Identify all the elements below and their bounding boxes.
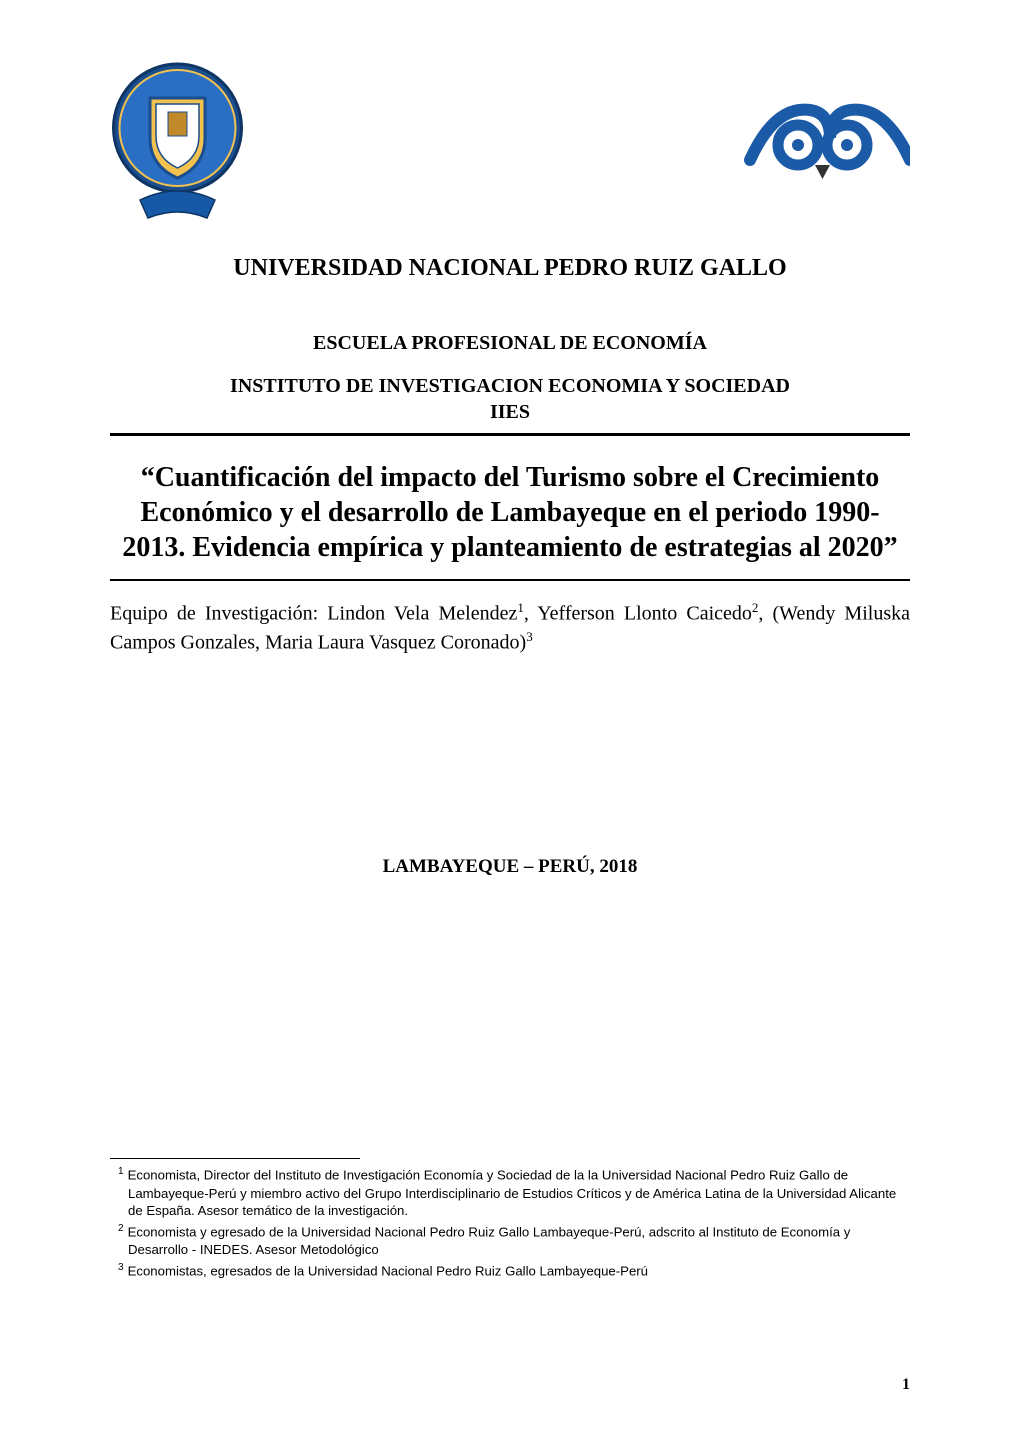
author-2: Yefferson Llonto Caicedo	[537, 603, 752, 625]
page-number: 1	[902, 1376, 910, 1394]
paper-title: “Cuantificación del impacto del Turismo …	[110, 436, 910, 579]
university-name: UNIVERSIDAD NACIONAL PEDRO RUIZ GALLO	[110, 255, 910, 282]
footnote-2: 2 Economista y egresado de la Universidad…	[110, 1222, 910, 1259]
owl-logo	[735, 85, 910, 195]
location-date: LAMBAYEQUE – PERÚ, 2018	[110, 856, 910, 878]
institute-line-2: IIES	[490, 401, 530, 423]
owl-icon	[735, 85, 910, 195]
research-team: Equipo de Investigación: Lindon Vela Mel…	[110, 599, 910, 656]
footnote-1-text: Economista, Director del Instituto de In…	[128, 1168, 897, 1219]
divider-bottom	[110, 579, 910, 581]
institute-name: INSTITUTO DE INVESTIGACION ECONOMIA Y SO…	[110, 373, 910, 425]
footnotes: 1 Economista, Director del Instituto de I…	[110, 1165, 910, 1280]
sep-1: ,	[524, 603, 537, 625]
institute-line-1: INSTITUTO DE INVESTIGACION ECONOMIA Y SO…	[230, 375, 790, 397]
shield-icon	[110, 50, 245, 225]
header-logos	[110, 50, 910, 225]
footnotes-divider	[110, 1158, 360, 1159]
footnote-1: 1 Economista, Director del Instituto de I…	[110, 1165, 910, 1220]
footnote-2-num: 2	[118, 1223, 124, 1234]
sep-2: , (	[758, 603, 779, 625]
footnote-ref-3: 3	[526, 629, 533, 644]
footnote-2-text: Economista y egresado de la Universidad …	[128, 1225, 851, 1258]
footnote-3-text: Economistas, egresados de la Universidad…	[128, 1264, 648, 1279]
university-shield-logo	[110, 50, 245, 225]
author-1: Lindon Vela Melendez	[327, 603, 517, 625]
footnote-3-num: 3	[118, 1262, 124, 1273]
footnote-3: 3 Economistas, egresados de la Universida…	[110, 1261, 910, 1280]
team-label: Equipo de Investigación:	[110, 603, 327, 625]
school-name: ESCUELA PROFESIONAL DE ECONOMÍA	[110, 332, 910, 355]
footnote-1-num: 1	[118, 1166, 124, 1177]
